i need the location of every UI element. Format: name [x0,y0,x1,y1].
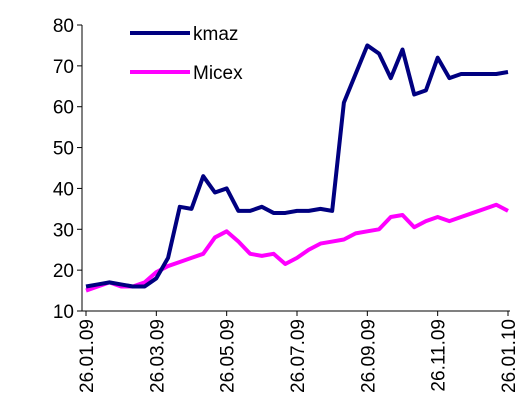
y-tick-label: 20 [53,261,74,282]
x-tick-label: 26.05.09 [218,319,239,393]
x-tick-label: 26.09.09 [358,319,379,393]
x-tick-label: 26.11.09 [429,319,450,392]
x-tick-label: 26.07.09 [288,319,309,393]
x-tick-label: 26.03.09 [147,319,168,393]
y-tick-label: 60 [53,98,74,119]
y-tick-label: 70 [53,57,74,78]
y-tick-label: 40 [53,179,74,200]
y-tick-label: 50 [53,139,74,160]
y-tick-label: 10 [53,302,74,323]
legend-label: kmaz [193,24,238,45]
line-series [85,43,509,289]
x-tick-label: 26.01.09 [77,319,98,393]
y-tick-label: 80 [53,16,74,37]
x-tick-label: 26.01.10 [499,319,518,393]
y-tick-label: 30 [53,220,74,241]
line-series [85,202,509,293]
legend-label: Micex [193,63,243,84]
